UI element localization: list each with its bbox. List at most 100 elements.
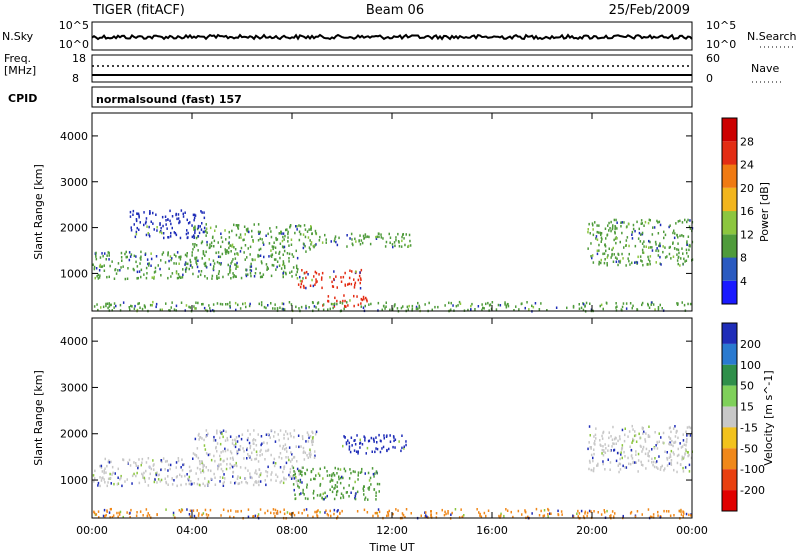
scatter-point: [312, 244, 314, 248]
scatter-point: [131, 305, 133, 308]
scatter-point: [136, 270, 139, 274]
scatter-point: [507, 304, 510, 308]
scatter-point: [611, 252, 613, 256]
scatter-point: [639, 240, 642, 243]
scatter-point: [604, 258, 606, 261]
scatter-point: [664, 233, 667, 237]
scatter-point: [258, 254, 260, 258]
scatter-point: [592, 261, 595, 264]
colorbar-tick-label: 200: [740, 338, 761, 351]
scatter-point: [145, 233, 148, 237]
scatter-point: [199, 273, 202, 277]
scatter-point: [322, 492, 324, 496]
scatter-point: [333, 302, 336, 305]
scatter-point: [382, 445, 385, 449]
scatter-point: [392, 245, 394, 249]
scatter-region: [129, 209, 206, 240]
scatter-point: [249, 472, 251, 475]
scatter-point: [686, 241, 688, 245]
scatter-point: [625, 302, 628, 305]
scatter-point: [292, 456, 295, 459]
scatter-point: [417, 301, 419, 305]
scatter-point: [586, 511, 589, 515]
scatter-point: [687, 235, 690, 238]
scatter-point: [310, 439, 313, 443]
scatter-point: [165, 302, 167, 305]
scatter-point: [183, 463, 185, 466]
scatter-point: [392, 445, 394, 449]
scatter-point: [219, 454, 221, 458]
scatter-point: [403, 447, 405, 450]
scatter-point: [590, 453, 593, 457]
scatter-point: [605, 301, 608, 305]
scatter-point: [644, 438, 646, 441]
scatter-point: [344, 271, 346, 275]
scatter-point: [637, 459, 640, 462]
scatter-point: [369, 242, 372, 246]
scatter-point: [304, 451, 307, 455]
scatter-point: [137, 302, 139, 306]
scatter-point: [596, 464, 598, 467]
scatter-point: [401, 446, 403, 450]
scatter-point: [205, 264, 207, 268]
scatter-point: [99, 464, 101, 468]
scatter-point: [195, 455, 198, 458]
scatter-point: [515, 305, 517, 308]
scatter-point: [334, 484, 337, 487]
scatter-point: [458, 516, 461, 519]
scatter-point: [145, 220, 147, 223]
scatter-point: [95, 267, 98, 270]
scatter-point: [149, 472, 151, 476]
scatter-point: [610, 229, 612, 233]
scatter-point: [224, 248, 226, 251]
scatter-point: [300, 445, 302, 448]
scatter-point: [587, 228, 589, 231]
scatter-point: [596, 230, 598, 234]
scatter-point: [648, 449, 651, 453]
scatter-point: [647, 459, 650, 463]
scatter-point: [382, 237, 384, 240]
scatter-point: [295, 479, 298, 483]
scatter-point: [643, 240, 645, 243]
scatter-point: [636, 220, 638, 224]
scatter-point: [290, 243, 293, 246]
scatter-point: [278, 232, 280, 235]
scatter-point: [443, 513, 446, 517]
scatter-point: [263, 255, 265, 259]
scatter-point: [295, 225, 297, 228]
scatter-point: [159, 308, 162, 312]
scatter-point: [611, 227, 614, 231]
scatter-point: [226, 302, 229, 306]
scatter-point: [673, 236, 676, 240]
scatter-point: [655, 461, 657, 464]
scatter-point: [326, 474, 329, 477]
scatter-point: [620, 221, 622, 224]
scatter-point: [164, 261, 167, 264]
scatter-point: [208, 304, 210, 307]
scatter-point: [645, 432, 647, 435]
scatter-point: [670, 459, 673, 462]
scatter-point: [333, 497, 336, 501]
scatter-point: [129, 516, 131, 519]
scatter-point: [138, 302, 140, 305]
scatter-point: [331, 280, 333, 284]
scatter-point: [108, 258, 110, 261]
scatter-point: [656, 442, 659, 445]
scatter-point: [597, 231, 600, 234]
scatter-point: [275, 479, 277, 482]
scatter-point: [395, 508, 397, 511]
scatter-point: [112, 514, 115, 517]
scatter-point: [283, 433, 285, 437]
scatter-point: [415, 305, 418, 309]
scatter-point: [301, 474, 303, 477]
scatter-point: [319, 235, 321, 239]
scatter-point: [689, 426, 692, 430]
scatter-point: [244, 233, 246, 236]
scatter-point: [674, 232, 676, 235]
scatter-point: [216, 429, 218, 432]
scatter-point: [602, 462, 604, 466]
scatter-point: [690, 514, 692, 517]
scatter-point: [355, 270, 357, 273]
scatter-point: [353, 286, 356, 289]
scatter-point: [677, 447, 679, 451]
